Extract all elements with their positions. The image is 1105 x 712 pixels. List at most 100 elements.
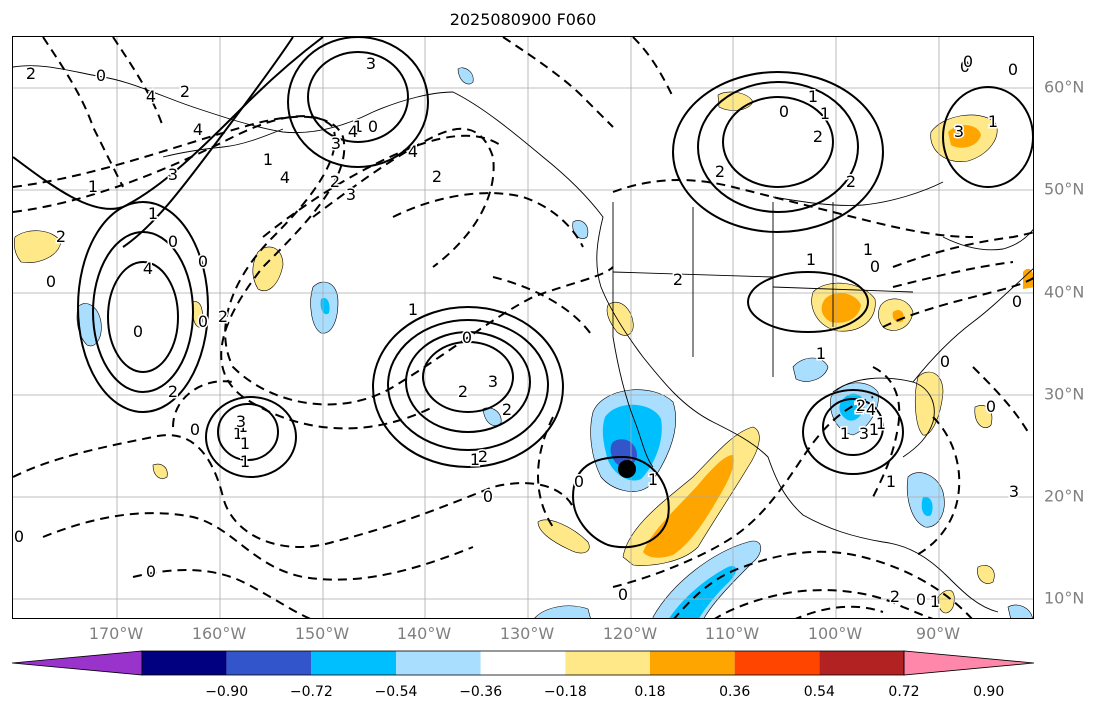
longitude-label: 140°W <box>396 624 452 643</box>
contour-label: 0 <box>14 527 24 546</box>
latitude-label: 30°N <box>1044 384 1085 404</box>
contour-label: 3 <box>366 54 376 73</box>
latitude-label: 50°N <box>1044 179 1085 199</box>
colorbar-segment <box>650 651 735 675</box>
colorbar-tick-label: 0.72 <box>888 684 920 700</box>
pos-anomaly-mexico-inner <box>643 455 734 558</box>
colorbar-segment <box>226 651 312 675</box>
contour-label: 2 <box>218 307 228 326</box>
longitude-label: 170°W <box>88 624 144 643</box>
pos-anomaly-east3 <box>937 589 955 614</box>
contour-label: 0 <box>1008 60 1018 79</box>
pos-anomaly-canada-inner <box>948 125 981 148</box>
contour-label: 0 <box>46 272 56 291</box>
contour-label: 3 <box>954 122 964 141</box>
colorbar-segment <box>480 651 566 675</box>
coastlines <box>13 65 1033 613</box>
shaded-anomalies <box>13 67 1033 618</box>
contour-label: 2 <box>180 82 190 101</box>
contour-label: 1 <box>863 240 873 259</box>
contour-label: 1 <box>240 452 250 471</box>
contour-label: 0 <box>574 472 584 491</box>
pos-anomaly-pac-w <box>13 230 62 263</box>
contour-label: 2 <box>330 172 340 191</box>
neg-anomaly-south2 <box>534 605 591 618</box>
storm-center-marker <box>618 460 636 478</box>
contour-label: 4 <box>280 168 290 187</box>
contour-label: 2 <box>458 382 468 401</box>
contour-label: 3 <box>236 412 246 431</box>
latitude-label: 60°N <box>1044 77 1085 97</box>
longitude-label: 130°W <box>499 624 555 643</box>
pos-anomaly-central-inner <box>821 293 861 323</box>
pos-anomaly-east4 <box>977 565 995 584</box>
longitude-label: 90°W <box>915 624 961 643</box>
colorbar-tick-label: 0.54 <box>803 684 835 700</box>
contour-label: 1 <box>876 414 886 433</box>
longitude-label: 100°W <box>807 624 863 643</box>
colorbar-tick-label: −0.18 <box>543 684 587 700</box>
neg-anomaly-pac4 <box>482 407 502 426</box>
colorbar-extend-high <box>903 650 1035 676</box>
colorbar-tick-label: 0.90 <box>973 684 1005 700</box>
pos-anomaly-pac-w2 <box>252 246 284 291</box>
contour-label: 0 <box>190 420 200 439</box>
contour-label: 3 <box>346 185 356 204</box>
contour-label: 4 <box>348 122 358 141</box>
contour-label: 3 <box>859 424 869 443</box>
contour-label: 1 <box>240 434 250 453</box>
longitude-label: 150°W <box>294 624 350 643</box>
contour-label: 2 <box>673 270 683 289</box>
contour-label: 2 <box>432 167 442 186</box>
colorbar-tick-label: 0.36 <box>719 684 751 700</box>
contour-label: 3 <box>488 372 498 391</box>
colorbar-tick-label: −0.36 <box>459 684 503 700</box>
contour-label: 1 <box>930 592 940 611</box>
contour-label: 2 <box>813 127 823 146</box>
contour-label: 1 <box>263 150 273 169</box>
colorbar-segment <box>819 651 904 675</box>
contour-label: 0 <box>198 252 208 271</box>
colorbar-segment <box>142 651 227 675</box>
neg-anomaly-east <box>1007 604 1033 618</box>
contour-label: 1 <box>820 104 830 123</box>
latitude-label: 40°N <box>1044 282 1085 302</box>
contour-label: 0 <box>462 328 472 347</box>
colorbar <box>11 650 1035 676</box>
pos-anomaly-east2 <box>1023 268 1033 289</box>
contour-label: 0 <box>960 57 970 76</box>
contour-label: 1 <box>88 177 98 196</box>
contour-label: 1 <box>886 472 896 491</box>
longitude-label: 110°W <box>704 624 760 643</box>
map-title: 2025080900 F060 <box>449 10 597 29</box>
contour-label: 1 <box>648 470 658 489</box>
contour-label: 4 <box>408 142 418 161</box>
pos-anomaly-pac-sw <box>537 519 590 554</box>
contour-label: 1 <box>808 87 818 106</box>
contour-label: 1 <box>408 300 418 319</box>
longitude-label: 160°W <box>191 624 247 643</box>
colorbar-outline <box>141 650 905 676</box>
contour-label: 1 <box>988 112 998 131</box>
contour-label: 1 <box>470 450 480 469</box>
contour-label: 4 <box>866 400 876 419</box>
contour-label: 0 <box>133 322 143 341</box>
contour-label: 0 <box>168 232 178 251</box>
contour-label: 0 <box>618 585 628 604</box>
latitude-label: 20°N <box>1044 486 1085 506</box>
graticule <box>13 37 1033 618</box>
pos-anomaly-westcoast <box>606 301 634 336</box>
contour-label: 2 <box>168 382 178 401</box>
neg-anomaly-baja-core <box>610 439 638 467</box>
colorbar-tick-label: −0.90 <box>205 684 249 700</box>
contour-label: 1 <box>816 344 826 363</box>
contour-label: 0 <box>146 562 156 581</box>
contour-label: 3 <box>331 134 341 153</box>
contour-label: 4 <box>193 120 203 139</box>
contour-label: 4 <box>143 259 153 278</box>
contour-label: 2 <box>26 64 36 83</box>
colorbar-tick-label: 0.18 <box>634 684 666 700</box>
colorbar-segment <box>734 651 820 675</box>
colorbar-segment <box>396 651 481 675</box>
